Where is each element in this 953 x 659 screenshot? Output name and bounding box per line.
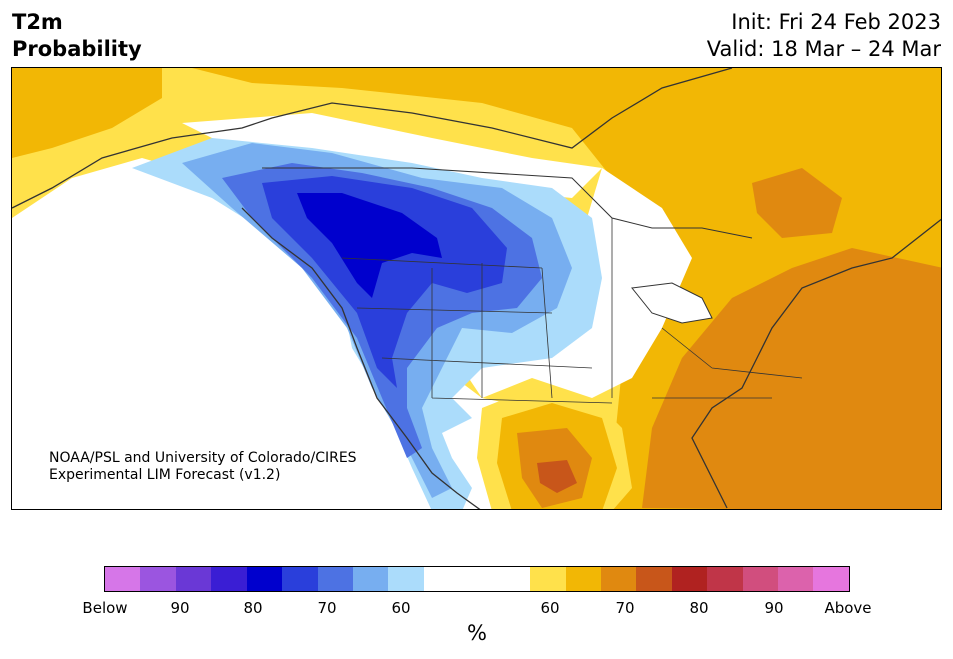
colorbar-tick-label: 60 xyxy=(391,599,411,617)
colorbar-tick-label: 90 xyxy=(170,599,190,617)
colorbar-swatch xyxy=(317,567,353,591)
shade-above-70-quebec xyxy=(752,168,842,238)
valid-range: Valid: 18 Mar – 24 Mar xyxy=(706,37,941,61)
init-date: Init: Fri 24 Feb 2023 xyxy=(731,10,941,34)
map-svg xyxy=(12,68,941,509)
colorbar-swatch xyxy=(282,567,318,591)
shade-above-65-west xyxy=(12,68,162,158)
forecast-dates: Init: Fri 24 Feb 2023 Valid: 18 Mar – 24… xyxy=(707,9,941,63)
credit-line-2: Experimental LIM Forecast (v1.2) xyxy=(49,467,281,483)
shade-normal-canada xyxy=(182,113,602,198)
colorbar-tick-label: Above xyxy=(824,599,872,617)
state-borders xyxy=(341,218,803,404)
colorbar-tick-label: 70 xyxy=(615,599,635,617)
title-variable: T2m xyxy=(12,10,63,34)
colorbar-swatch xyxy=(671,567,708,591)
chart-title: T2m Probability xyxy=(12,9,142,63)
colorbar-swatch xyxy=(423,567,531,591)
colorbar-swatch xyxy=(707,567,743,591)
shade-below-80 xyxy=(297,193,442,298)
canada-border xyxy=(262,167,753,239)
colorbar-swatch xyxy=(246,567,283,591)
colorbar xyxy=(104,566,850,592)
credit-line-1: NOAA/PSL and University of Colorado/CIRE… xyxy=(49,450,357,466)
colorbar-swatch xyxy=(565,567,601,591)
credit-text: NOAA/PSL and University of Colorado/CIRE… xyxy=(49,450,357,484)
forecast-map: NOAA/PSL and University of Colorado/CIRE… xyxy=(11,67,942,510)
shade-above-75-texas xyxy=(537,460,577,493)
colorbar-swatch xyxy=(352,567,389,591)
colorbar-unit: % xyxy=(467,621,487,645)
coastline xyxy=(12,68,941,509)
colorbar-tick-label: Below xyxy=(82,599,128,617)
title-type: Probability xyxy=(12,37,142,61)
colorbar-tick-label: 70 xyxy=(317,599,337,617)
colorbar-swatch xyxy=(388,567,424,591)
colorbar-swatch xyxy=(530,567,566,591)
great-lakes xyxy=(631,282,713,324)
colorbar-swatch xyxy=(813,567,849,591)
colorbar-tick-label: 80 xyxy=(689,599,709,617)
shade-above-70-east xyxy=(642,248,941,509)
colorbar-swatch xyxy=(105,567,141,591)
colorbar-swatch xyxy=(211,567,247,591)
colorbar-swatch xyxy=(600,567,637,591)
colorbar-tick-label: 60 xyxy=(540,599,560,617)
colorbar-tick-label: 80 xyxy=(243,599,263,617)
colorbar-swatch xyxy=(742,567,779,591)
colorbar-swatch xyxy=(636,567,672,591)
colorbar-swatch xyxy=(140,567,176,591)
colorbar-tick-label: 90 xyxy=(764,599,784,617)
colorbar-swatch xyxy=(175,567,212,591)
colorbar-swatch xyxy=(778,567,814,591)
